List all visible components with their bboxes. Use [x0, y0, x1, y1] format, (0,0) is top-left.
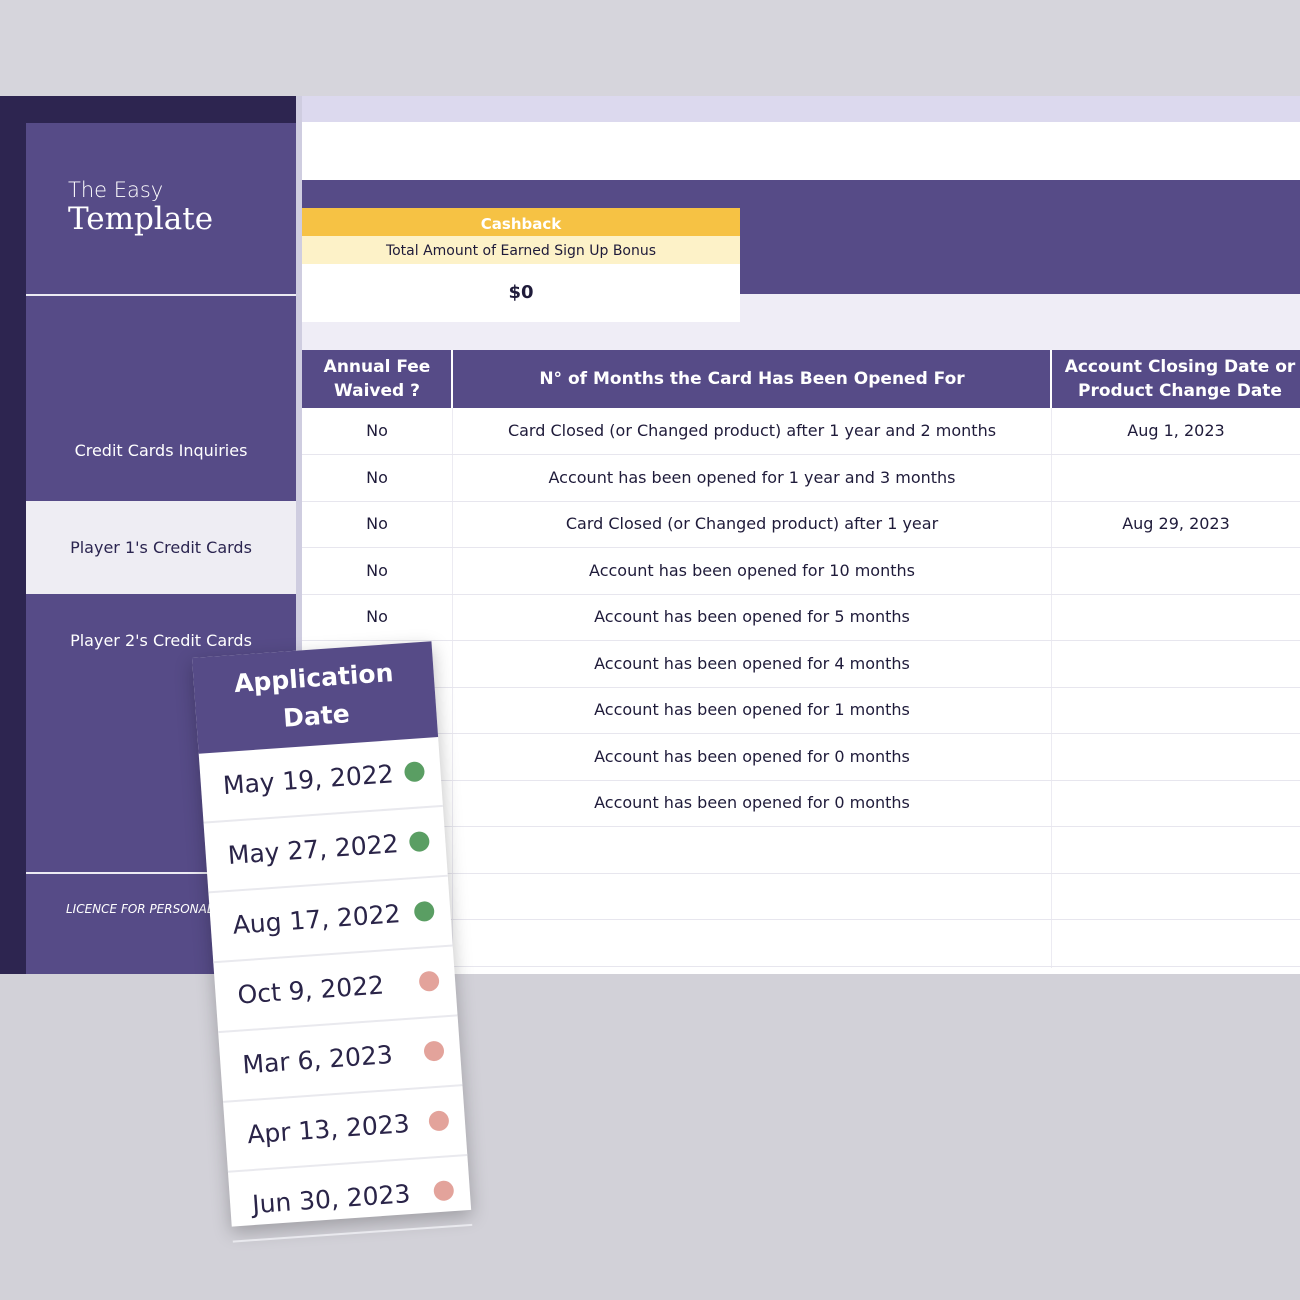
months-opened-cell[interactable]: Account has been opened for 10 months: [589, 560, 915, 580]
column-header-months-opened: N° of Months the Card Has Been Opened Fo…: [539, 369, 965, 389]
closing-date-cell[interactable]: [1052, 594, 1300, 640]
annual-fee-waived-cell[interactable]: No: [366, 421, 388, 440]
closing-date-cell[interactable]: [1052, 920, 1300, 966]
application-date: Apr 13, 2023: [246, 1108, 411, 1150]
annual-fee-waived-cell[interactable]: No: [366, 560, 388, 580]
sidebar-separator: [296, 96, 302, 974]
cashback-value: $0: [508, 282, 534, 303]
table-row[interactable]: [302, 920, 1300, 967]
table-row[interactable]: No Account has been opened for 5 months: [302, 594, 1300, 641]
closing-date-cell[interactable]: Aug 29, 2023: [1122, 514, 1230, 533]
column-separator: [1051, 408, 1052, 968]
application-date-header: Application Date: [192, 641, 439, 754]
window-edge: [0, 96, 26, 974]
sidebar-item-credit-cards-inquiries[interactable]: Credit Cards Inquiries: [74, 441, 248, 460]
application-date: May 27, 2022: [226, 829, 400, 870]
table-header: Annual Fee Waived ? N° of Months the Car…: [302, 350, 1300, 408]
months-opened-cell[interactable]: [453, 920, 1051, 966]
annual-fee-waived-cell[interactable]: No: [366, 467, 388, 487]
closing-date-cell[interactable]: Aug 1, 2023: [1127, 421, 1225, 440]
table-row[interactable]: No Account has been opened for 1 year and…: [302, 455, 1300, 502]
closing-date-cell[interactable]: [1052, 827, 1300, 873]
spreadsheet-window: The Easy Template Credit Cards Inquiries…: [0, 96, 1300, 974]
column-header-annual-fee-waived: Annual Fee Waived ?: [323, 357, 431, 401]
table-row[interactable]: Account has been opened for 0 months: [302, 734, 1300, 781]
closing-date-cell[interactable]: [1052, 780, 1300, 826]
months-opened-cell[interactable]: Account has been opened for 4 months: [594, 653, 910, 673]
months-opened-cell[interactable]: [453, 873, 1051, 919]
months-opened-cell[interactable]: Account has been opened for 1 months: [594, 700, 910, 719]
table-row[interactable]: Account has been opened for 4 months: [302, 641, 1300, 688]
backdrop: [0, 0, 1300, 96]
annual-fee-waived-cell[interactable]: No: [366, 514, 388, 533]
application-date: Mar 6, 2023: [241, 1040, 394, 1080]
logo-line-1: The Easy: [68, 178, 164, 202]
table-row[interactable]: No Card Closed (or Changed product) after…: [302, 408, 1300, 455]
sidebar-top-band: [26, 96, 296, 123]
sidebar-divider: [26, 294, 296, 296]
months-opened-cell[interactable]: Card Closed (or Changed product) after 1…: [565, 514, 939, 533]
annual-fee-waived-cell[interactable]: No: [366, 607, 388, 626]
closing-date-cell[interactable]: [1052, 734, 1300, 780]
closing-date-cell[interactable]: [1052, 548, 1300, 594]
application-date: Aug 17, 2022: [231, 899, 402, 940]
column-separator: [452, 408, 453, 968]
status-dot-icon: [418, 970, 440, 992]
application-date: May 19, 2022: [221, 759, 395, 801]
status-dot-icon: [413, 900, 435, 923]
cashback-title: Cashback: [302, 208, 740, 236]
closing-date-cell[interactable]: [1052, 873, 1300, 919]
application-date: Jun 30, 2023: [251, 1179, 412, 1220]
closing-date-cell[interactable]: [1052, 455, 1300, 501]
application-date: Oct 9, 2022: [236, 970, 385, 1010]
closing-date-cell[interactable]: [1052, 687, 1300, 733]
sidebar-item-player-1-credit-cards[interactable]: Player 1's Credit Cards: [26, 501, 296, 594]
status-dot-icon: [403, 761, 426, 783]
licence-text: LICENCE FOR PERSONAL U: [66, 902, 227, 916]
column-header-closing-date: Account Closing Date or Product Change D…: [1064, 357, 1296, 401]
months-opened-cell[interactable]: Account has been opened for 0 months: [594, 746, 910, 766]
table-row[interactable]: Account has been opened for 0 months: [302, 780, 1300, 827]
status-dot-icon: [433, 1180, 455, 1202]
months-opened-cell[interactable]: [453, 827, 1051, 873]
logo: The Easy Template: [68, 178, 213, 236]
closing-date-cell[interactable]: [1052, 641, 1300, 687]
application-date-card: Application Date May 19, 2022 May 27, 202…: [192, 641, 473, 1243]
table-row[interactable]: [302, 827, 1300, 874]
logo-line-2: Template: [68, 201, 214, 237]
toolbar-strip: [302, 96, 1300, 122]
header-separator: [451, 350, 453, 408]
table-row[interactable]: No Card Closed (or Changed product) after…: [302, 501, 1300, 548]
table-row[interactable]: Account has been opened for 1 months: [302, 687, 1300, 734]
status-dot-icon: [423, 1040, 445, 1062]
table-row[interactable]: No Account has been opened for 10 months: [302, 548, 1300, 595]
cashback-card: Cashback Total Amount of Earned Sign Up …: [302, 208, 740, 322]
header-separator: [1050, 350, 1052, 408]
status-dot-icon: [428, 1110, 450, 1132]
table-row[interactable]: [302, 873, 1300, 920]
cashback-subtitle: Total Amount of Earned Sign Up Bonus: [302, 236, 740, 264]
months-opened-cell[interactable]: Account has been opened for 5 months: [594, 607, 910, 626]
months-opened-cell[interactable]: Account has been opened for 1 year and 3…: [548, 467, 956, 487]
sidebar-divider: [26, 872, 296, 874]
sidebar-item-player-2-credit-cards[interactable]: Player 2's Credit Cards: [70, 631, 252, 650]
months-opened-cell[interactable]: Account has been opened for 0 months: [594, 793, 910, 812]
months-opened-cell[interactable]: Card Closed (or Changed product) after 1…: [507, 421, 997, 440]
status-dot-icon: [408, 830, 431, 853]
